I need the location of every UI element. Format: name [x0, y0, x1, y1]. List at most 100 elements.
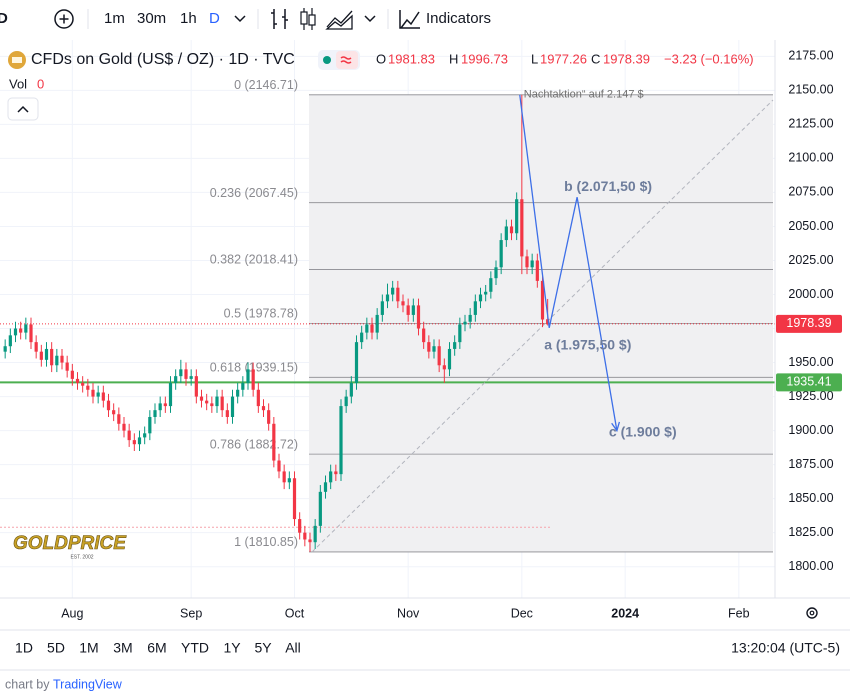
candle-body	[520, 199, 524, 257]
x-tick-label: Dec	[511, 606, 533, 620]
bars-icon[interactable]	[271, 9, 288, 29]
range-button[interactable]: All	[285, 640, 301, 656]
candle-body	[540, 280, 545, 320]
area-icon[interactable]	[325, 10, 353, 30]
candle-body	[225, 410, 229, 417]
credit-link[interactable]: TradingView	[53, 677, 123, 691]
ui: D 1m 30m 1h D Indicators CFDs on Gold (U…	[0, 8, 850, 691]
candle-body	[463, 321, 467, 325]
candle-body	[354, 342, 359, 383]
candle-body	[365, 324, 369, 333]
candle-body	[112, 410, 116, 415]
candle-body	[292, 478, 297, 520]
candle-body	[447, 348, 452, 370]
range-button[interactable]: 1M	[79, 640, 98, 656]
chart-type-dropdown[interactable]	[364, 15, 376, 23]
candle-body	[313, 525, 317, 543]
candle-body	[230, 396, 235, 417]
collapse-legend-button[interactable]	[7, 97, 39, 121]
candle-body	[199, 396, 204, 401]
candle-body	[106, 400, 111, 411]
candle-body	[50, 348, 54, 366]
candle-body	[137, 437, 142, 445]
fib-label: 0.5 (1978.78)	[224, 307, 298, 321]
candle-body	[478, 294, 483, 302]
candle-body	[122, 423, 126, 431]
goldprice-est: EST. 2002	[70, 554, 93, 560]
price-tag-label: 1978.39	[786, 316, 831, 330]
symbol: D	[0, 10, 8, 27]
plus-icon	[59, 14, 69, 24]
interval-dropdown[interactable]	[234, 15, 246, 23]
interval-button[interactable]: 1m	[104, 10, 125, 27]
indicators-icon[interactable]	[399, 10, 420, 29]
y-tick-label: 1950.00	[788, 355, 833, 369]
candle-body	[148, 416, 152, 434]
settings-icon[interactable]	[806, 607, 818, 619]
candle-body	[530, 260, 534, 268]
symbol-title: CFDs on Gold (US$ / OZ) · 1D · TVC	[31, 51, 295, 68]
fib-label: 0.236 (2067.45)	[210, 186, 298, 200]
candle-body	[406, 305, 410, 315]
candle-body	[55, 355, 59, 366]
interval-button-active[interactable]: D	[209, 10, 220, 27]
ohlc-key: O	[376, 51, 386, 66]
y-tick-label: 2150.00	[788, 83, 833, 97]
candle-body	[473, 301, 477, 315]
add-symbol-button[interactable]	[54, 9, 74, 29]
fib-label: 0.618 (1939.15)	[210, 361, 298, 375]
candle-body	[484, 291, 488, 295]
x-tick-label: Sep	[180, 606, 202, 620]
range-button[interactable]: 1D	[15, 640, 33, 656]
fib-label: 1 (1810.85)	[234, 535, 298, 549]
ohlc-value: 1981.83	[388, 51, 435, 66]
candle-body	[458, 324, 462, 343]
candle-body	[256, 389, 260, 407]
candle-body	[29, 324, 33, 343]
delayed-icon	[340, 56, 352, 64]
range-button[interactable]: 5D	[47, 640, 65, 656]
x-tick-label: Oct	[285, 606, 305, 620]
x-tick-label: 2024	[611, 606, 639, 620]
ohlc-value: 1996.73	[461, 51, 508, 66]
y-tick-label: 1800.00	[788, 559, 833, 573]
candle-body	[215, 396, 219, 407]
candle-body	[422, 328, 426, 343]
range-button[interactable]: 6M	[147, 640, 166, 656]
candle-body	[168, 382, 173, 407]
candle-body	[453, 342, 457, 349]
candle-body	[251, 369, 255, 390]
settings-icon-center	[809, 610, 815, 616]
candle-body	[282, 471, 286, 483]
candle-body	[344, 396, 348, 407]
range-button[interactable]: 3M	[113, 640, 132, 656]
y-tick-label: 2050.00	[788, 219, 833, 233]
wave-arrowhead	[611, 421, 621, 433]
candle-body	[432, 346, 436, 352]
range-button[interactable]: YTD	[181, 640, 209, 656]
candle-body	[380, 301, 384, 315]
candle-body	[163, 403, 167, 407]
candle-body	[267, 410, 271, 424]
candle-body	[272, 423, 276, 461]
y-tick-label: 2175.00	[788, 49, 833, 63]
candle-body	[184, 369, 188, 379]
fib-label: 0.786 (1882.72)	[210, 437, 298, 451]
candle-body	[494, 267, 498, 279]
candle-body	[96, 392, 100, 397]
interval-button[interactable]: 1h	[180, 10, 197, 27]
plot-area: 0 (2146.71) 0.236 (2067.45) 0.382 (2018.41…	[0, 40, 775, 598]
price-tag	[776, 314, 842, 333]
range-bar: 1D 5D 1M 3M 6M YTD 1Y 5Y All	[15, 640, 301, 656]
candle-body	[468, 314, 472, 322]
y-tick-label: 1925.00	[788, 389, 833, 403]
range-button[interactable]: 1Y	[223, 640, 241, 656]
indicators-button[interactable]: Indicators	[426, 10, 491, 27]
chevron-up	[17, 105, 29, 113]
ohlc-key: C	[591, 51, 600, 66]
interval-button[interactable]: 30m	[137, 10, 166, 27]
candle-body	[19, 328, 23, 333]
range-button[interactable]: 5Y	[254, 640, 272, 656]
candle-body	[39, 351, 43, 360]
ohlc-key: H	[449, 51, 458, 66]
